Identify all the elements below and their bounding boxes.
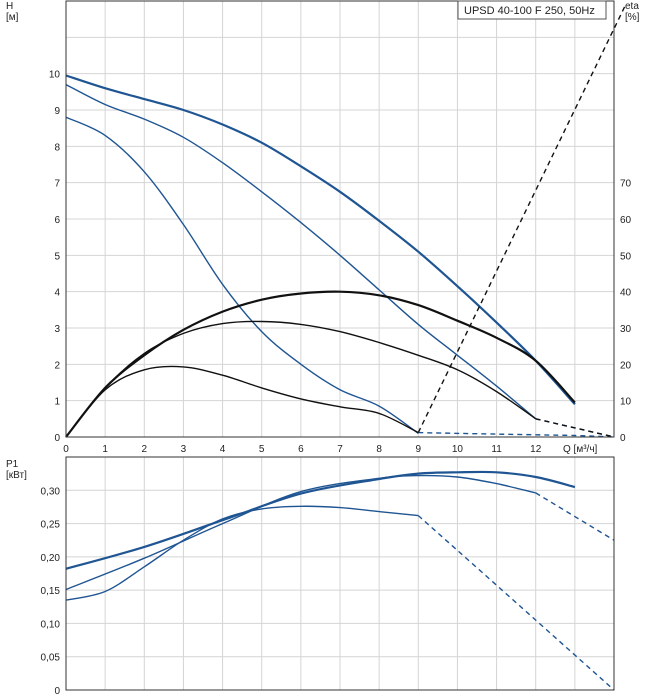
x-tick-label: 5 [259, 444, 265, 455]
h-tick-label: 7 [54, 179, 60, 190]
x-tick-label: 12 [530, 444, 542, 455]
x-tick-label: 0 [63, 444, 69, 455]
power-curve-medium [65, 474, 536, 591]
series-layer [65, 4, 627, 691]
h-tick-label: 8 [54, 142, 60, 153]
upper-left-axis-unit: [м] [6, 12, 19, 23]
eta-tick-label: 0 [620, 433, 626, 444]
eta-tick-label: 30 [620, 324, 632, 335]
p1-tick-label: 0,15 [41, 586, 61, 597]
h-tick-label: 5 [54, 251, 60, 262]
eta-tick-label: 10 [620, 397, 632, 408]
x-tick-label: 10 [452, 444, 464, 455]
x-tick-label: 1 [102, 444, 108, 455]
lower-plot-frame [65, 456, 615, 691]
model-title-box: UPSD 40-100 F 250, 50Hz [457, 0, 607, 20]
upper-grid [65, 0, 615, 438]
upper-right-axis-title: eta [625, 1, 639, 12]
h-tick-label: 0 [54, 433, 60, 444]
p1-tick-label: 0,05 [41, 653, 61, 664]
lower-axis-unit: [кВт] [6, 470, 27, 481]
h-tick-label: 6 [54, 215, 60, 226]
head-curve-medium [65, 83, 537, 420]
x-tick-label: 8 [376, 444, 382, 455]
x-tick-label: 11 [491, 444, 502, 455]
eta-tick-label: 50 [620, 251, 632, 262]
x-tick-label: 3 [181, 444, 187, 455]
eta-curve-medium [65, 320, 537, 438]
system-curve-line-dashed [417, 4, 627, 433]
eta-tick-label: 70 [620, 179, 632, 190]
x-axis-title: Q [м³/ч] [563, 444, 598, 455]
upper-plot-frame [65, 0, 615, 438]
p1-tick-label: 0,30 [41, 486, 61, 497]
h-tick-label: 4 [54, 288, 60, 299]
eta-curve-high-dashed [535, 418, 615, 438]
upper-right-axis-unit: [%] [625, 12, 640, 23]
h-tick-label: 2 [54, 360, 60, 371]
x-tick-label: 7 [337, 444, 343, 455]
eta-curve-low [65, 365, 419, 438]
head-curve-low-dashed [418, 431, 615, 438]
eta-curve-high [65, 290, 576, 438]
x-tick-label: 6 [298, 444, 304, 455]
p1-tick-label: 0,20 [41, 553, 61, 564]
h-tick-label: 10 [49, 70, 61, 81]
eta-tick-label: 20 [620, 360, 632, 371]
eta-tick-label: 40 [620, 288, 632, 299]
h-tick-label: 9 [54, 106, 60, 117]
upper-left-axis-title: H [6, 1, 13, 12]
p1-tick-label: 0 [54, 686, 60, 697]
h-tick-label: 3 [54, 324, 60, 335]
eta-tick-label: 60 [620, 215, 632, 226]
h-tick-label: 1 [54, 397, 60, 408]
p1-tick-label: 0,25 [41, 520, 61, 531]
head-curve-high [65, 74, 576, 406]
model-title: UPSD 40-100 F 250, 50Hz [464, 5, 595, 17]
x-tick-label: 9 [416, 444, 422, 455]
x-tick-label: 2 [142, 444, 148, 455]
power-curve-low-dashed [417, 515, 615, 691]
lower-axis-title: P1 [6, 459, 19, 470]
p1-tick-label: 0,10 [41, 619, 61, 630]
head-curve-low [65, 116, 419, 434]
axes-layer: 0 1 2 3 4 5 6 7 8 9 10 11 12012345678910010203040506… [41, 0, 632, 697]
x-tick-label: 4 [220, 444, 226, 455]
power-curve-low [65, 505, 419, 601]
power-curve-medium-dashed [535, 492, 615, 541]
